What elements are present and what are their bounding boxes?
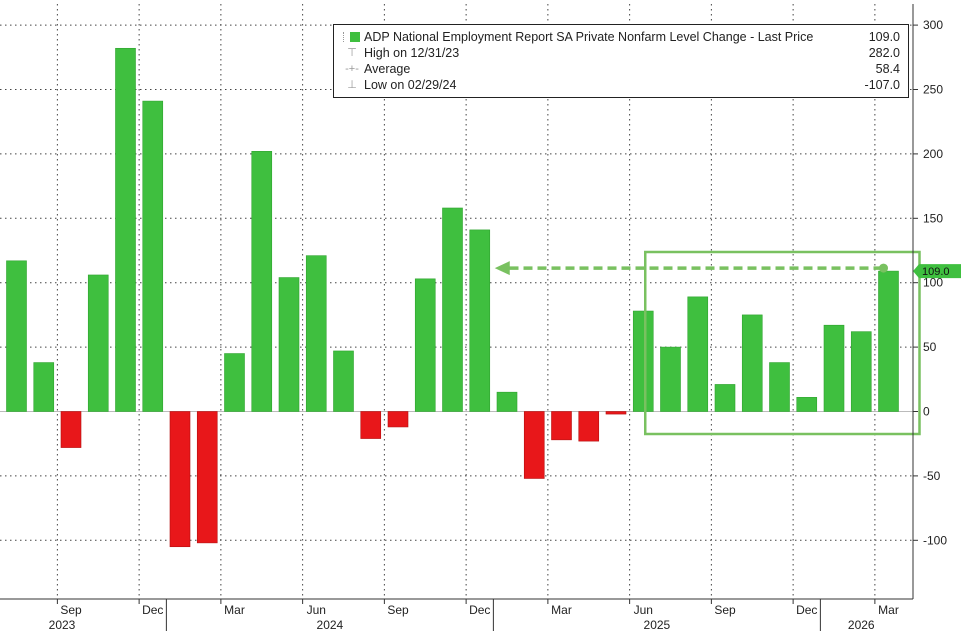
year-label: 2024 — [317, 618, 344, 631]
low-marker-icon: ⊥ — [347, 79, 357, 91]
bar-2025-11 — [769, 362, 790, 412]
bar-2025-09 — [714, 384, 736, 412]
bar-2024-11 — [442, 207, 463, 412]
bar-2023-10 — [87, 274, 109, 412]
bar-2023-09 — [60, 411, 82, 448]
legend: ADP National Employment Report SA Privat… — [333, 24, 909, 98]
y-tick-label: 0 — [923, 405, 930, 419]
bar-2026-02 — [850, 331, 872, 412]
last-value-tag — [913, 264, 961, 279]
bar-2024-01 — [169, 411, 191, 548]
x-tick-label: Mar — [224, 603, 245, 617]
x-tick-label: Jun — [307, 603, 326, 617]
year-label: 2026 — [848, 618, 875, 631]
legend-series-label: ADP National Employment Report SA Privat… — [364, 30, 814, 44]
legend-low-label: Low on 02/29/24 — [364, 78, 457, 92]
legend-average-label: Average — [364, 62, 411, 76]
trend-arrow-head — [494, 261, 510, 276]
bar-2024-06 — [305, 255, 327, 412]
legend-high-label: High on 12/31/23 — [364, 46, 460, 60]
bar-2024-03 — [224, 353, 245, 412]
y-tick-label: -50 — [923, 469, 941, 483]
bar-2024-10 — [414, 278, 436, 412]
y-tick-label: 100 — [923, 276, 943, 290]
bar-2023-11 — [115, 47, 136, 412]
bar-2024-08 — [360, 411, 382, 439]
y-tick-label: 50 — [923, 340, 937, 354]
bar-2025-02 — [523, 411, 545, 479]
legend-row-high: ⊤ High on 12/31/23 282.0 — [342, 45, 900, 61]
bar-2025-01 — [496, 391, 518, 412]
average-marker-icon: -+- — [345, 63, 359, 75]
trend-arrow-origin — [879, 263, 888, 273]
y-tick-label: 150 — [923, 211, 943, 225]
bar-2024-04 — [251, 151, 273, 412]
x-tick-label: Mar — [551, 603, 572, 617]
legend-row-low: ⊥ Low on 02/29/24 -107.0 — [342, 77, 900, 93]
axes: 300 250 200 150 100 50 0 -50 -100 109.0 Sep Dec Mar J… — [0, 4, 961, 631]
x-tick-label: Jun — [634, 603, 653, 617]
legend-row-average: -+- Average 58.4 — [342, 61, 900, 77]
annotation — [494, 250, 921, 436]
highlight-box — [644, 250, 921, 436]
bar-2025-07 — [660, 346, 681, 412]
y-tick-label: 300 — [923, 18, 943, 32]
legend-row-series: ADP National Employment Report SA Privat… — [342, 29, 900, 45]
bar-2025-05 — [605, 411, 627, 415]
x-tick-label: Sep — [714, 603, 736, 617]
legend-low-value: -107.0 — [864, 78, 900, 92]
bar-2025-06 — [632, 310, 654, 412]
bar-2026-01 — [823, 324, 845, 412]
legend-series-value: 109.0 — [868, 30, 900, 44]
bar-2024-07 — [333, 350, 354, 412]
bar-2023-12 — [142, 100, 164, 412]
x-tick-label: Sep — [387, 603, 409, 617]
x-tick-label: Dec — [469, 603, 490, 617]
year-label: 2023 — [49, 618, 76, 631]
bar-2025-12 — [796, 397, 818, 412]
y-tick-label: 200 — [923, 147, 943, 161]
bar-2023-08 — [33, 362, 55, 412]
legend-high-value: 282.0 — [868, 46, 900, 60]
x-tick-label: Dec — [142, 603, 163, 617]
bars — [6, 47, 899, 548]
bar-2025-08 — [687, 296, 709, 412]
x-tick-label: Sep — [60, 603, 82, 617]
bar-2024-05 — [278, 277, 300, 412]
bar-2025-10 — [741, 314, 763, 412]
last-value-label: 109.0 — [922, 266, 950, 278]
legend-average-value: 58.4 — [875, 62, 900, 76]
x-tick-label: Mar — [878, 603, 899, 617]
bar-2024-12 — [469, 229, 491, 412]
year-label: 2025 — [644, 618, 671, 631]
high-marker-icon: ⊤ — [347, 47, 357, 59]
bar-2026-03 — [878, 270, 899, 412]
bar-2025-03 — [551, 411, 572, 441]
bar-2025-04 — [578, 411, 600, 442]
bar-2024-02 — [196, 411, 218, 544]
legend-swatch — [350, 32, 360, 42]
x-tick-label: Dec — [796, 603, 817, 617]
bar-2024-09 — [387, 411, 409, 428]
y-tick-label: 250 — [923, 83, 943, 97]
y-tick-label: -100 — [923, 533, 947, 547]
bar-2023-07 — [6, 260, 27, 412]
